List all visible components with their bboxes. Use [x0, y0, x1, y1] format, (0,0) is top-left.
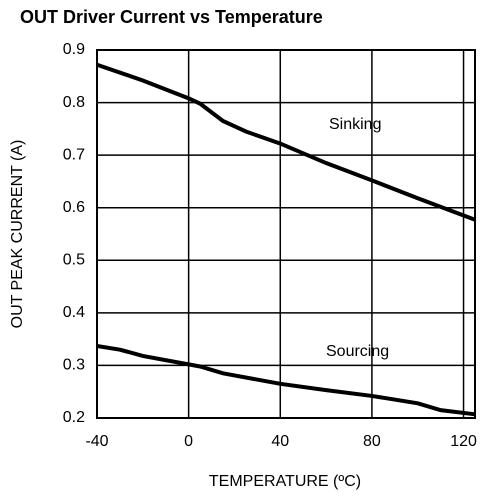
- plot-frame: [96, 49, 476, 419]
- x-tick-label: 40: [271, 433, 289, 450]
- series-label: Sinking: [329, 116, 381, 133]
- x-tick-label: 0: [184, 433, 193, 450]
- y-tick-label: 0.7: [63, 146, 85, 163]
- y-axis-label: OUT PEAK CURRENT (A): [9, 140, 26, 329]
- y-tick-label: 0.6: [63, 199, 85, 216]
- y-tick-label: 0.3: [63, 357, 85, 374]
- x-tick-label: -40: [85, 433, 108, 450]
- y-tick-label: 0.2: [63, 409, 85, 426]
- chart-title: OUT Driver Current vs Temperature: [20, 7, 323, 27]
- data-line: [96, 62, 476, 222]
- y-tick-label: 0.4: [63, 304, 85, 321]
- x-tick-label: 120: [450, 433, 477, 450]
- series-label: Sourcing: [326, 343, 389, 360]
- y-tick-label: 0.8: [63, 94, 85, 111]
- data-line: [96, 344, 476, 417]
- y-tick-label: 0.9: [63, 41, 85, 58]
- x-axis-label: TEMPERATURE (ºC): [209, 473, 361, 490]
- x-tick-label: 80: [363, 433, 381, 450]
- y-tick-label: 0.5: [63, 252, 85, 269]
